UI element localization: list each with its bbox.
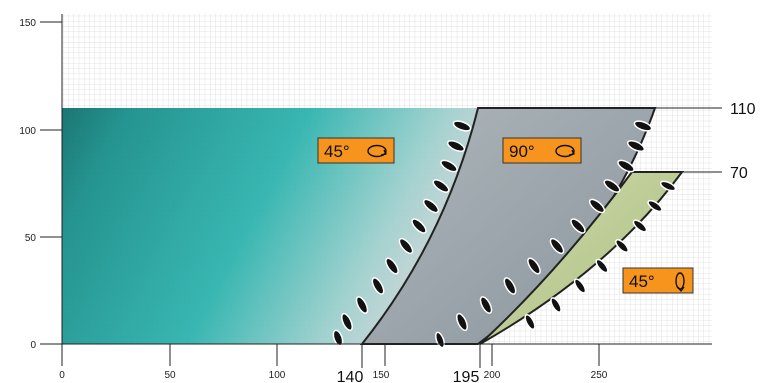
right-angle-label: 45° (622, 267, 694, 294)
x-tick-label-0: 0 (59, 370, 65, 381)
y-tick-label-50: 50 (25, 233, 37, 244)
rotate-clockwise-icon (367, 144, 387, 158)
middle-blade-teeth (434, 120, 653, 349)
y-callout-110: 110 (730, 101, 756, 118)
y-tick-label-100: 100 (19, 126, 36, 137)
x-callout-195: 195 (453, 369, 480, 383)
x-tick-label-150: 150 (373, 370, 390, 381)
x-tick-marks (61, 344, 600, 366)
svg-text:90°: 90° (509, 142, 535, 161)
x-tick-label-250: 250 (591, 370, 608, 381)
x-tick-label-100: 100 (269, 370, 286, 381)
x-tick-label-200: 200 (484, 370, 501, 381)
left-angle-label: 45° (317, 137, 395, 164)
middle-angle-label: 90° (502, 137, 582, 164)
y-callout-70: 70 (730, 165, 748, 182)
x-callout-140: 140 (337, 369, 364, 383)
right-blade-teeth (524, 180, 677, 331)
left-blade-teeth (332, 120, 472, 347)
x-tick-label-50: 50 (164, 370, 176, 381)
rotate-clockwise-icon (555, 144, 575, 158)
y-tick-label-0: 0 (30, 340, 36, 351)
y-tick-label-150: 150 (19, 18, 36, 29)
y-tick-marks (40, 21, 62, 345)
x-callout-lines (361, 344, 481, 368)
svg-text:45°: 45° (629, 272, 655, 291)
rotate-vertical-icon (675, 272, 685, 292)
svg-text:45°: 45° (324, 142, 350, 161)
